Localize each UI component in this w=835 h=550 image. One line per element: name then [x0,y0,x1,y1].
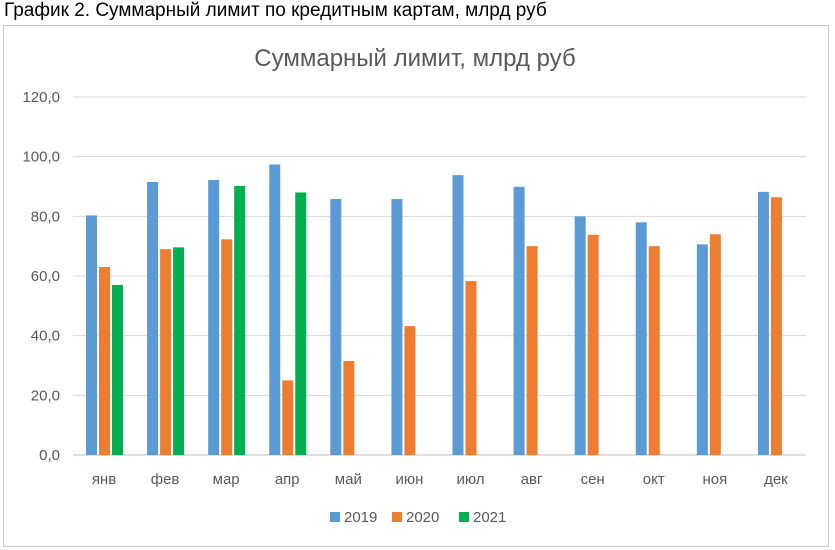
bar-2021-0 [112,284,123,455]
x-tick-label: июн [395,471,423,488]
y-tick-label: 120,0 [22,89,60,106]
x-axis: янв фев мар апр май июн июл авг сен окт ноя дек [92,471,788,488]
bar-2019-10 [696,244,708,455]
x-tick-label: апр [275,471,300,488]
x-tick-label: окт [643,471,665,488]
legend: 2019 2020 2021 [330,509,506,526]
chart-frame [3,25,829,547]
bar-2019-9 [635,222,647,455]
bar-2020-0 [99,267,110,455]
x-tick-label: янв [92,471,116,488]
x-tick-label: май [335,471,362,488]
bar-2020-8 [587,234,599,455]
x-tick-label: фев [151,471,180,488]
x-tick-label: мар [213,471,240,488]
legend-swatch-2021 [459,512,469,522]
y-tick-label: 100,0 [22,149,60,166]
y-tick-label: 40,0 [31,328,60,345]
legend-label-2019: 2019 [344,509,377,526]
bar-2019-1 [147,182,159,455]
bar-2019-8 [574,216,586,455]
y-tick-label: 20,0 [31,387,60,404]
bars [86,164,782,456]
bar-2020-6 [465,281,477,455]
gridlines [73,96,806,456]
bar-2020-9 [648,246,660,455]
x-tick-label: ноя [702,471,727,488]
y-axis: 0,0 20,0 40,0 60,0 80,0 100,0 120,0 [22,89,60,464]
bar-2019-11 [757,191,769,455]
bar-2019-2 [208,179,220,456]
bar-2020-1 [160,249,172,455]
bar-2020-11 [770,197,782,456]
bar-2021-2 [234,185,246,456]
bar-2019-3 [269,164,281,455]
y-tick-label: 80,0 [31,208,60,225]
bar-2019-0 [86,215,97,455]
legend-label-2021: 2021 [473,509,506,526]
bar-2020-5 [404,326,416,455]
bar-2021-3 [295,192,307,455]
bar-2020-10 [709,234,721,455]
x-tick-label: авг [521,471,543,488]
bar-2020-2 [221,239,233,455]
bar-2019-5 [391,199,403,455]
legend-swatch-2019 [330,512,340,522]
y-tick-label: 60,0 [31,268,60,285]
bar-2020-4 [343,361,355,455]
chart-title: Суммарный лимит, млрд руб [254,45,575,72]
x-tick-label: сен [581,471,605,488]
bar-2021-1 [173,247,185,455]
bar-2020-7 [526,246,538,455]
legend-swatch-2020 [392,512,402,522]
legend-label-2020: 2020 [406,509,439,526]
bar-2019-7 [513,186,525,455]
x-tick-label: июл [456,471,484,488]
x-tick-label: дек [764,471,788,488]
figure-caption: График 2. Суммарный лимит по кредитным к… [4,0,547,21]
bar-2019-4 [330,199,342,455]
bar-2019-6 [452,175,464,455]
y-tick-label: 0,0 [39,447,60,464]
bar-2020-3 [282,380,294,455]
